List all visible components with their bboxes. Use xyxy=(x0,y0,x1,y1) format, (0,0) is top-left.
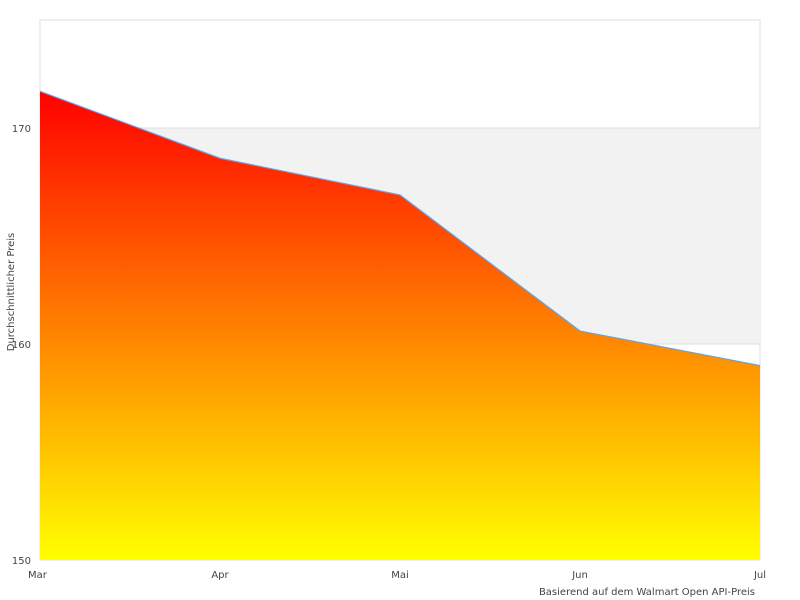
area-fill xyxy=(40,91,760,560)
y-tick-label: 150 xyxy=(12,556,31,567)
series-line xyxy=(39,90,761,367)
x-tick-label: Mai xyxy=(391,570,409,581)
x-axis-label: Basierend auf dem Walmart Open API-Preis xyxy=(539,587,755,598)
x-tick-label: Jun xyxy=(571,570,588,581)
x-tick-label: Mar xyxy=(28,570,48,581)
y-tick-label: 170 xyxy=(12,124,31,135)
x-tick-label: Jul xyxy=(753,570,766,581)
x-tick-label: Apr xyxy=(211,570,229,581)
y-axis-label: Durchschnittlicher Preis xyxy=(6,233,17,352)
y-tick-label: 160 xyxy=(12,340,31,351)
